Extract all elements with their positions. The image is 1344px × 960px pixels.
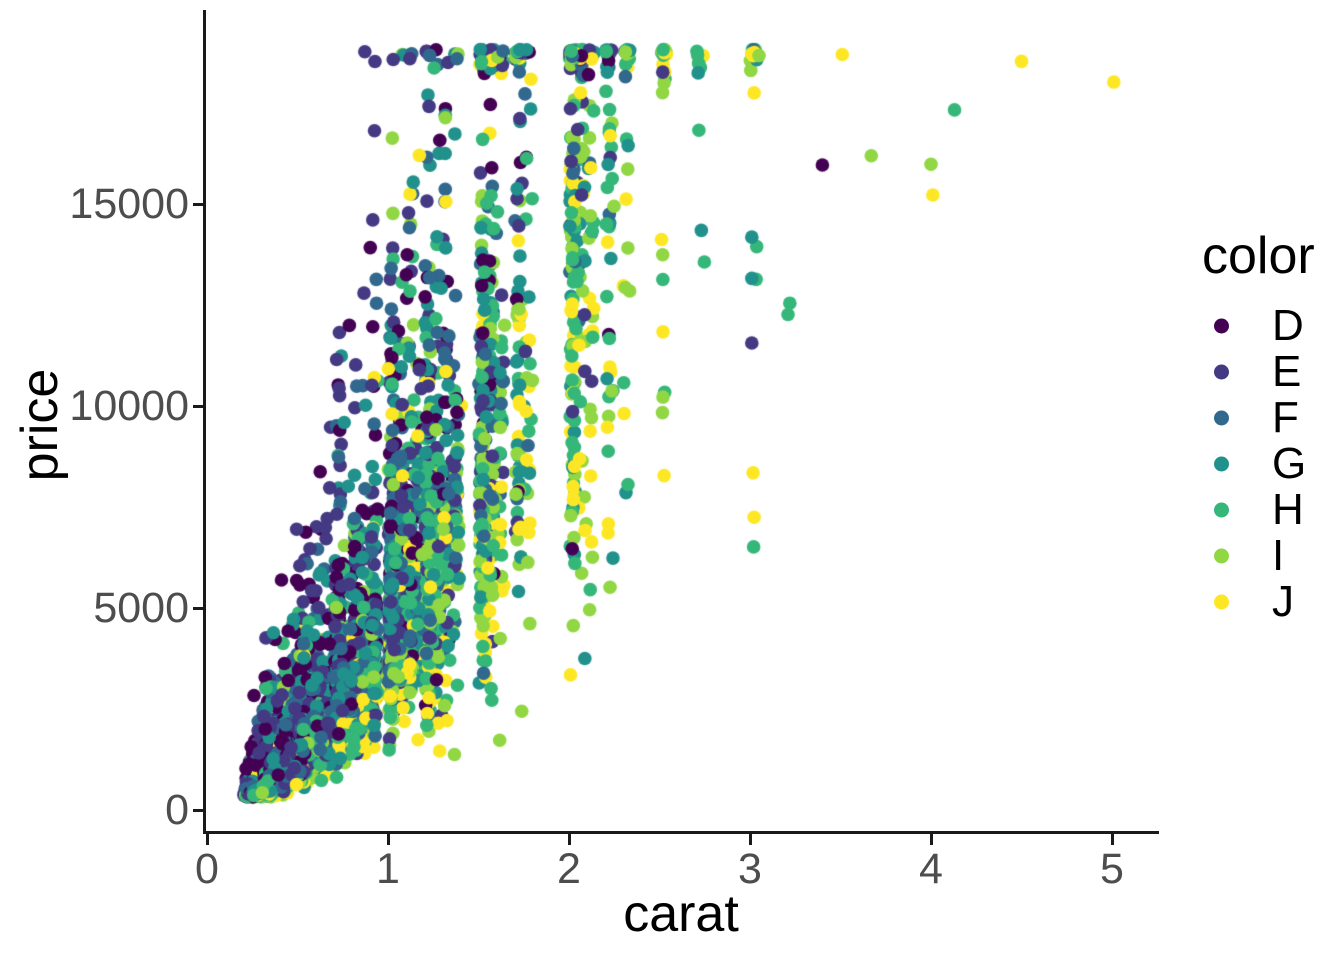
x-tick-mark bbox=[748, 834, 752, 845]
legend-item-G: G bbox=[1202, 441, 1342, 487]
y-tick-label: 15000 bbox=[69, 180, 189, 228]
x-tick-label: 0 bbox=[195, 845, 219, 893]
y-axis-line bbox=[203, 10, 206, 833]
legend-item-E: E bbox=[1202, 349, 1342, 395]
x-axis-line bbox=[203, 831, 1159, 834]
legend-swatch-icon bbox=[1214, 318, 1229, 334]
legend-swatch-icon bbox=[1214, 548, 1229, 564]
x-tick-mark bbox=[567, 834, 571, 845]
legend-title: color bbox=[1202, 227, 1315, 285]
legend-item-F: F bbox=[1202, 395, 1342, 441]
y-tick-mark bbox=[193, 202, 204, 206]
legend-swatch-icon bbox=[1214, 410, 1229, 426]
y-tick-mark bbox=[193, 404, 204, 408]
x-tick-label: 5 bbox=[1100, 845, 1124, 893]
y-tick-mark bbox=[193, 808, 204, 812]
legend-item-label: E bbox=[1272, 347, 1302, 396]
legend-item-H: H bbox=[1202, 487, 1342, 533]
x-tick-mark bbox=[1110, 834, 1114, 845]
legend-item-label: J bbox=[1272, 577, 1294, 626]
legend-item-label: G bbox=[1272, 439, 1307, 488]
x-tick-mark bbox=[386, 834, 390, 845]
legend-swatch-icon bbox=[1214, 594, 1229, 610]
x-tick-label: 3 bbox=[738, 845, 762, 893]
legend-item-D: D bbox=[1202, 303, 1342, 349]
legend-item-J: J bbox=[1202, 579, 1342, 625]
legend-item-label: D bbox=[1272, 301, 1304, 350]
y-tick-label: 10000 bbox=[69, 382, 189, 430]
legend-swatch-icon bbox=[1214, 364, 1229, 380]
legend-item-label: F bbox=[1272, 393, 1299, 442]
y-tick-mark bbox=[193, 606, 204, 610]
y-tick-label: 0 bbox=[165, 786, 189, 834]
legend-item-I: I bbox=[1202, 533, 1342, 579]
x-tick-label: 2 bbox=[557, 845, 581, 893]
legend-item-label: I bbox=[1272, 531, 1285, 580]
y-tick-label: 5000 bbox=[93, 584, 189, 632]
x-tick-label: 1 bbox=[376, 845, 400, 893]
y-axis-title: price bbox=[11, 368, 69, 482]
x-tick-mark bbox=[929, 834, 933, 845]
x-tick-mark bbox=[205, 834, 209, 845]
legend-swatch-icon bbox=[1214, 456, 1229, 472]
legend-swatch-icon bbox=[1214, 502, 1229, 518]
legend-item-label: H bbox=[1272, 485, 1304, 534]
x-tick-label: 4 bbox=[919, 845, 943, 893]
x-axis-title: carat bbox=[623, 885, 739, 943]
